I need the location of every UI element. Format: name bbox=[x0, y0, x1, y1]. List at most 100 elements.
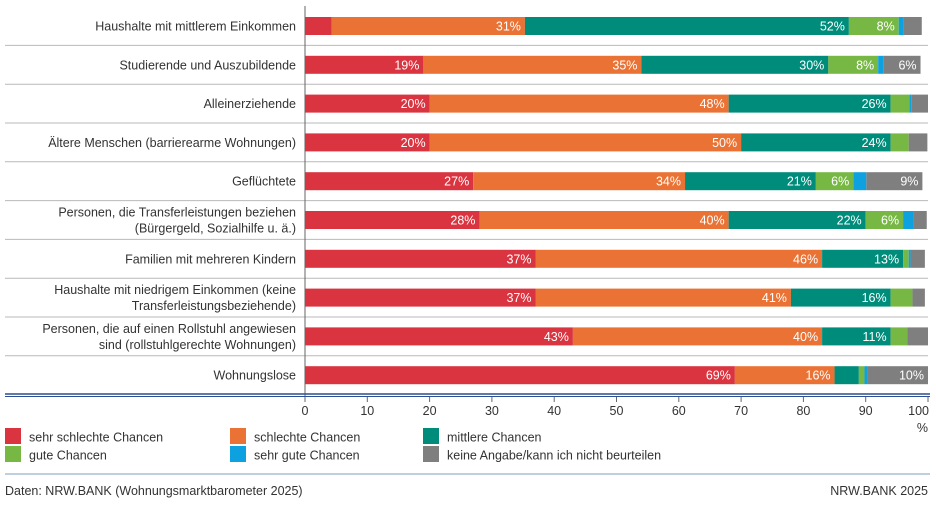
bar-segment bbox=[909, 94, 912, 113]
data-label: 20% bbox=[401, 97, 426, 111]
bar-segment bbox=[828, 55, 879, 74]
data-label: 41% bbox=[762, 291, 787, 305]
bar-segment bbox=[822, 249, 904, 268]
x-tick-label: 70 bbox=[734, 404, 748, 418]
legend-item: keine Angabe/kann ich nicht beurteilen bbox=[423, 446, 661, 463]
bar-segment bbox=[890, 327, 908, 346]
data-label: 6% bbox=[831, 175, 849, 189]
bar-segment bbox=[728, 211, 866, 229]
legend-item: sehr gute Chancen bbox=[230, 446, 360, 463]
bar-segment bbox=[429, 94, 729, 113]
bar-segment bbox=[865, 211, 904, 229]
category-label: Haushalte mit mittlerem Einkommen bbox=[95, 20, 296, 34]
bar-segment bbox=[913, 211, 927, 229]
data-label: 11% bbox=[863, 330, 887, 344]
bar-segment bbox=[903, 211, 914, 229]
legend-swatch bbox=[5, 428, 21, 444]
category-label: Personen, die Transferleistungen beziehe… bbox=[58, 206, 296, 236]
bar-segment bbox=[535, 288, 791, 307]
bar-segment bbox=[429, 133, 742, 152]
data-label: 37% bbox=[506, 291, 531, 305]
legend-item: gute Chancen bbox=[5, 446, 107, 463]
bar-segment bbox=[912, 288, 925, 307]
bar-segment bbox=[305, 211, 480, 229]
bar-segment bbox=[572, 327, 823, 346]
data-label: 43% bbox=[544, 330, 569, 344]
bar-segment bbox=[910, 249, 925, 268]
bar-segment bbox=[734, 366, 835, 385]
data-label: 30% bbox=[799, 58, 824, 72]
bar-segment bbox=[866, 172, 923, 191]
category-label: Personen, die auf einen Rollstuhl angewi… bbox=[42, 322, 296, 352]
x-tick-label: 90 bbox=[859, 404, 873, 418]
bar-segment bbox=[305, 94, 430, 113]
data-label: 24% bbox=[862, 136, 887, 150]
x-tick-label: 10 bbox=[360, 404, 374, 418]
data-label: 8% bbox=[877, 20, 895, 34]
bar-row: Wohnungslose 69% 16% 10% bbox=[214, 366, 928, 385]
legend-label: mittlere Chancen bbox=[447, 431, 542, 445]
x-axis: 0 10 20 30 40 50 60 70 80 90 100 bbox=[5, 6, 930, 418]
bar-segment bbox=[479, 211, 729, 229]
data-label: 35% bbox=[612, 58, 637, 72]
data-label: 50% bbox=[712, 136, 737, 150]
bar-segment bbox=[907, 327, 928, 346]
category-label: Studierende und Auszubildende bbox=[119, 58, 296, 72]
bar-segment bbox=[911, 94, 928, 113]
data-label: 27% bbox=[444, 175, 469, 189]
bar-segment bbox=[867, 366, 928, 385]
legend-swatch bbox=[423, 428, 439, 444]
bar-segment bbox=[822, 327, 891, 346]
data-label: 9% bbox=[900, 175, 918, 189]
data-label: 34% bbox=[656, 175, 681, 189]
x-tick-label: 100 bbox=[908, 404, 929, 418]
data-label: 16% bbox=[862, 291, 887, 305]
data-label: 48% bbox=[700, 97, 725, 111]
bar-segment bbox=[423, 55, 642, 74]
bar-row: Haushalte mit niedrigem Einkommen (keine… bbox=[54, 283, 925, 313]
chart-rows: Haushalte mit mittlerem Einkommen 31% 52% 8… bbox=[5, 17, 928, 385]
data-label: 22% bbox=[837, 214, 862, 228]
legend: sehr schlechte Chancen schlechte Chancen m… bbox=[5, 428, 661, 463]
data-label: 37% bbox=[506, 252, 531, 266]
category-label: Wohnungslose bbox=[214, 369, 297, 383]
bar-row: Studierende und Auszubildende 19% 35% 30% 8%… bbox=[119, 55, 921, 74]
bar-segment bbox=[853, 172, 867, 191]
bar-segment bbox=[890, 133, 909, 152]
bar-segment bbox=[524, 17, 849, 35]
data-label: 19% bbox=[394, 58, 419, 72]
bar-segment bbox=[331, 17, 525, 35]
bar-row: Geflüchtete 27% 34% 21% 6% 9% bbox=[232, 172, 923, 191]
bar-segment bbox=[890, 94, 910, 113]
x-tick-label: 80 bbox=[796, 404, 810, 418]
bar-segment bbox=[883, 55, 921, 74]
bar-segment bbox=[864, 366, 868, 385]
bar-segment bbox=[305, 172, 474, 191]
category-label: Ältere Menschen (barrierearme Wohnungen) bbox=[48, 136, 296, 150]
bar-segment bbox=[741, 133, 891, 152]
legend-label: schlechte Chancen bbox=[254, 431, 360, 445]
bar-segment bbox=[858, 366, 865, 385]
category-label: Geflüchtete bbox=[232, 175, 296, 189]
bar-row: Haushalte mit mittlerem Einkommen 31% 52% 8… bbox=[95, 17, 922, 35]
bar-row: Ältere Menschen (barrierearme Wohnungen)… bbox=[48, 133, 928, 152]
bar-row: Alleinerziehende 20% 48% 26% bbox=[204, 94, 928, 113]
legend-swatch bbox=[5, 446, 21, 462]
x-axis-unit-label: % bbox=[917, 421, 928, 435]
bar-segment bbox=[790, 288, 891, 307]
copyright-note: NRW.BANK 2025 bbox=[830, 484, 928, 498]
data-label: 6% bbox=[898, 58, 916, 72]
legend-item: sehr schlechte Chancen bbox=[5, 428, 163, 445]
bar-segment bbox=[834, 366, 859, 385]
data-label: 8% bbox=[856, 58, 874, 72]
data-label: 31% bbox=[496, 20, 521, 34]
bar-segment bbox=[908, 133, 928, 152]
x-tick-label: 40 bbox=[547, 404, 561, 418]
bar-row: Personen, die auf einen Rollstuhl angewi… bbox=[42, 322, 928, 352]
x-tick-label: 20 bbox=[423, 404, 437, 418]
legend-swatch bbox=[230, 446, 246, 462]
bar-segment bbox=[305, 249, 536, 268]
legend-label: sehr schlechte Chancen bbox=[29, 431, 163, 445]
bar-segment bbox=[305, 133, 430, 152]
